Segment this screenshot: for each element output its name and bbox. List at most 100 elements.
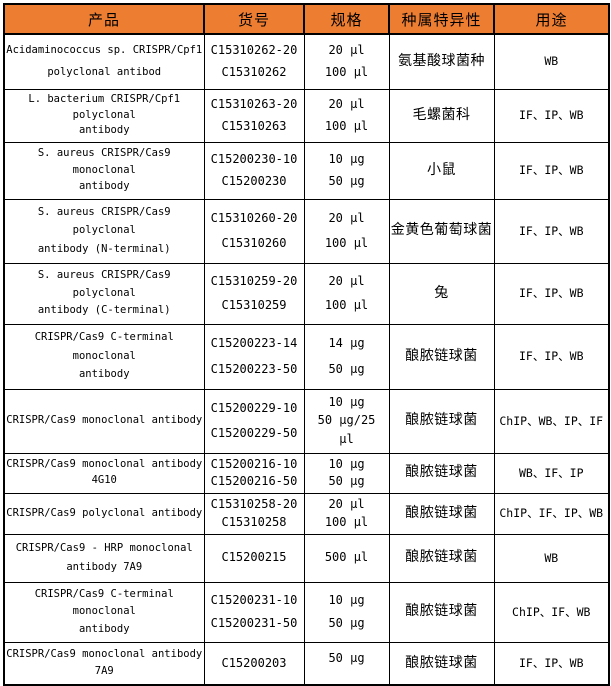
spec-line: μl	[339, 432, 354, 447]
species-cell-content: 酿脓链球菌	[390, 583, 493, 641]
species-cell-content: 酿脓链球菌	[390, 454, 493, 492]
product-line: 4G10	[91, 474, 117, 487]
cell-spec: 10 μg 50 μg	[303, 581, 390, 643]
catalog-cell-content: C15200223-14 C15200223-50	[205, 325, 303, 388]
cell-spec: 10 μg 50 μg/25 μl	[303, 388, 390, 454]
catalog-line: C15310262	[221, 65, 287, 80]
cell-catalog: C15200230-10 C15200230	[203, 141, 305, 200]
cell-product: CRISPR/Cas9 C-terminal monoclonal antibody	[3, 323, 205, 390]
catalog-line: C15200215	[221, 550, 287, 565]
product-line: polyclonal antibod	[47, 65, 162, 78]
cell-catalog: C15200216-10 C15200216-50	[203, 452, 305, 494]
product-line: antibody	[78, 622, 130, 635]
product-line: antibody 7A9	[66, 560, 143, 573]
usage-line: WB	[544, 550, 559, 565]
catalog-line: C15310263	[221, 118, 287, 133]
usage-cell-content: IF、IP、WB	[495, 643, 608, 684]
catalog-cell-content: C15310263-20 C15310263	[205, 90, 303, 141]
table-row: CRISPR/Cas9 - HRP monoclonal antibody 7A9…	[3, 533, 610, 583]
usage-line: IF、IP、WB	[518, 108, 584, 123]
species-line: 酿脓链球菌	[405, 347, 478, 364]
product-cell-content: S. aureus CRISPR/Cas9 monoclonal antibody	[5, 143, 203, 198]
cell-usage: ChIP、IF、WB	[493, 581, 610, 643]
cell-spec: 500 μl	[303, 533, 390, 583]
catalog-line: C15200203	[221, 655, 287, 670]
product-cell-content: CRISPR/Cas9 C-terminal monoclonal antibody	[5, 325, 203, 388]
spec-line: 100 μl	[324, 514, 369, 529]
spec-cell-content: 10 μg 50 μg/25 μl	[305, 390, 388, 452]
catalog-line: C15310263-20	[210, 97, 298, 112]
cell-spec: 20 μl 100 μl	[303, 88, 390, 143]
catalog-line: C15200231-10	[210, 592, 298, 607]
column-header-usage: 用途	[493, 3, 610, 35]
table-row: CRISPR/Cas9 C-terminal monoclonal antibody…	[3, 323, 610, 390]
product-line: CRISPR/Cas9 monoclonal antibody	[6, 414, 203, 427]
table-row: CRISPR/Cas9 C-terminal monoclonal antibody…	[3, 581, 610, 643]
cell-catalog: C15200231-10 C15200231-50	[203, 581, 305, 643]
catalog-line: C15310258	[221, 514, 287, 529]
catalog-cell-content: C15310259-20 C15310259	[205, 264, 303, 323]
catalog-cell-content: C15200231-10 C15200231-50	[205, 583, 303, 641]
catalog-cell-content: C15200230-10 C15200230	[205, 143, 303, 198]
table-row: CRISPR/Cas9 polyclonal antibody C15310258…	[3, 492, 610, 535]
column-header-spec: 规格	[303, 3, 390, 35]
product-line: Acidaminococcus sp. CRISPR/Cpf1	[6, 44, 203, 57]
catalog-line: C15310260-20	[210, 210, 298, 225]
table-body: Acidaminococcus sp. CRISPR/Cpf1 polyclona…	[3, 33, 610, 686]
spec-line: 50 μg	[328, 361, 365, 376]
species-line: 酿脓链球菌	[405, 464, 478, 481]
cell-catalog: C15200223-14 C15200223-50	[203, 323, 305, 390]
cell-spec: 20 μl 100 μl	[303, 492, 390, 535]
species-cell-content: 酿脓链球菌	[390, 535, 493, 581]
cell-catalog: C15310262-20 C15310262	[203, 33, 305, 90]
table-row: Acidaminococcus sp. CRISPR/Cpf1 polyclona…	[3, 33, 610, 90]
cell-species: 酿脓链球菌	[388, 452, 495, 494]
cell-product: S. aureus CRISPR/Cas9 monoclonal antibody	[3, 141, 205, 200]
cell-species: 毛螺菌科	[388, 88, 495, 143]
catalog-cell-content: C15200215	[205, 535, 303, 581]
spec-line: 10 μg	[328, 151, 365, 166]
catalog-line: C15200223-14	[210, 336, 298, 351]
spec-line: 10 μg	[328, 394, 365, 409]
product-cell-content: S. aureus CRISPR/Cas9 polyclonal antibody …	[5, 264, 203, 323]
cell-product: CRISPR/Cas9 monoclonal antibody 4G10	[3, 452, 205, 494]
cell-usage: WB、IF、IP	[493, 452, 610, 494]
cell-product: CRISPR/Cas9 monoclonal antibody	[3, 388, 205, 454]
spec-line: 20 μl	[328, 97, 365, 112]
product-cell-content: L. bacterium CRISPR/Cpf1 polyclonal antibo…	[5, 90, 203, 141]
usage-cell-content: WB	[495, 535, 608, 581]
catalog-line: C15310260	[221, 235, 287, 250]
species-cell-content: 酿脓链球菌	[390, 390, 493, 452]
spec-line: 20 μl	[328, 43, 365, 58]
spec-line: 10 μg	[328, 456, 365, 471]
column-header-catalog: 货号	[203, 3, 305, 35]
product-cell-content: Acidaminococcus sp. CRISPR/Cpf1 polyclona…	[5, 35, 203, 88]
species-cell-content: 金黄色葡萄球菌	[390, 200, 493, 262]
table-row: L. bacterium CRISPR/Cpf1 polyclonal antibo…	[3, 88, 610, 143]
spec-line: 100 μl	[324, 297, 369, 312]
spec-line: 100 μl	[324, 235, 369, 250]
cell-usage: WB	[493, 533, 610, 583]
product-line: antibody	[78, 368, 130, 381]
catalog-line: C15200230-10	[210, 151, 298, 166]
column-header-species: 种属特异性	[388, 3, 495, 35]
species-cell-content: 酿脓链球菌	[390, 643, 493, 684]
usage-line: ChIP、WB、IP、IF	[499, 413, 604, 428]
product-line: CRISPR/Cas9 C-terminal	[34, 587, 174, 600]
usage-cell-content: ChIP、WB、IP、IF	[495, 390, 608, 452]
spec-cell-content: 50 μg	[305, 643, 388, 684]
species-line: 酿脓链球菌	[405, 504, 478, 521]
cell-species: 酿脓链球菌	[388, 641, 495, 686]
spec-line: 50 μg	[328, 616, 365, 631]
catalog-cell-content: C15200229-10 C15200229-50	[205, 390, 303, 452]
table-row: CRISPR/Cas9 monoclonal antibody C15200229…	[3, 388, 610, 454]
spec-line: 100 μl	[324, 118, 369, 133]
species-line: 酿脓链球菌	[405, 549, 478, 566]
product-line: monoclonal	[72, 605, 136, 618]
spec-line: 20 μl	[328, 497, 365, 512]
cell-species: 小鼠	[388, 141, 495, 200]
cell-usage: IF、IP、WB	[493, 262, 610, 325]
cell-usage: IF、IP、WB	[493, 141, 610, 200]
cell-catalog: C15310259-20 C15310259	[203, 262, 305, 325]
product-line: S. aureus CRISPR/Cas9	[37, 147, 171, 160]
